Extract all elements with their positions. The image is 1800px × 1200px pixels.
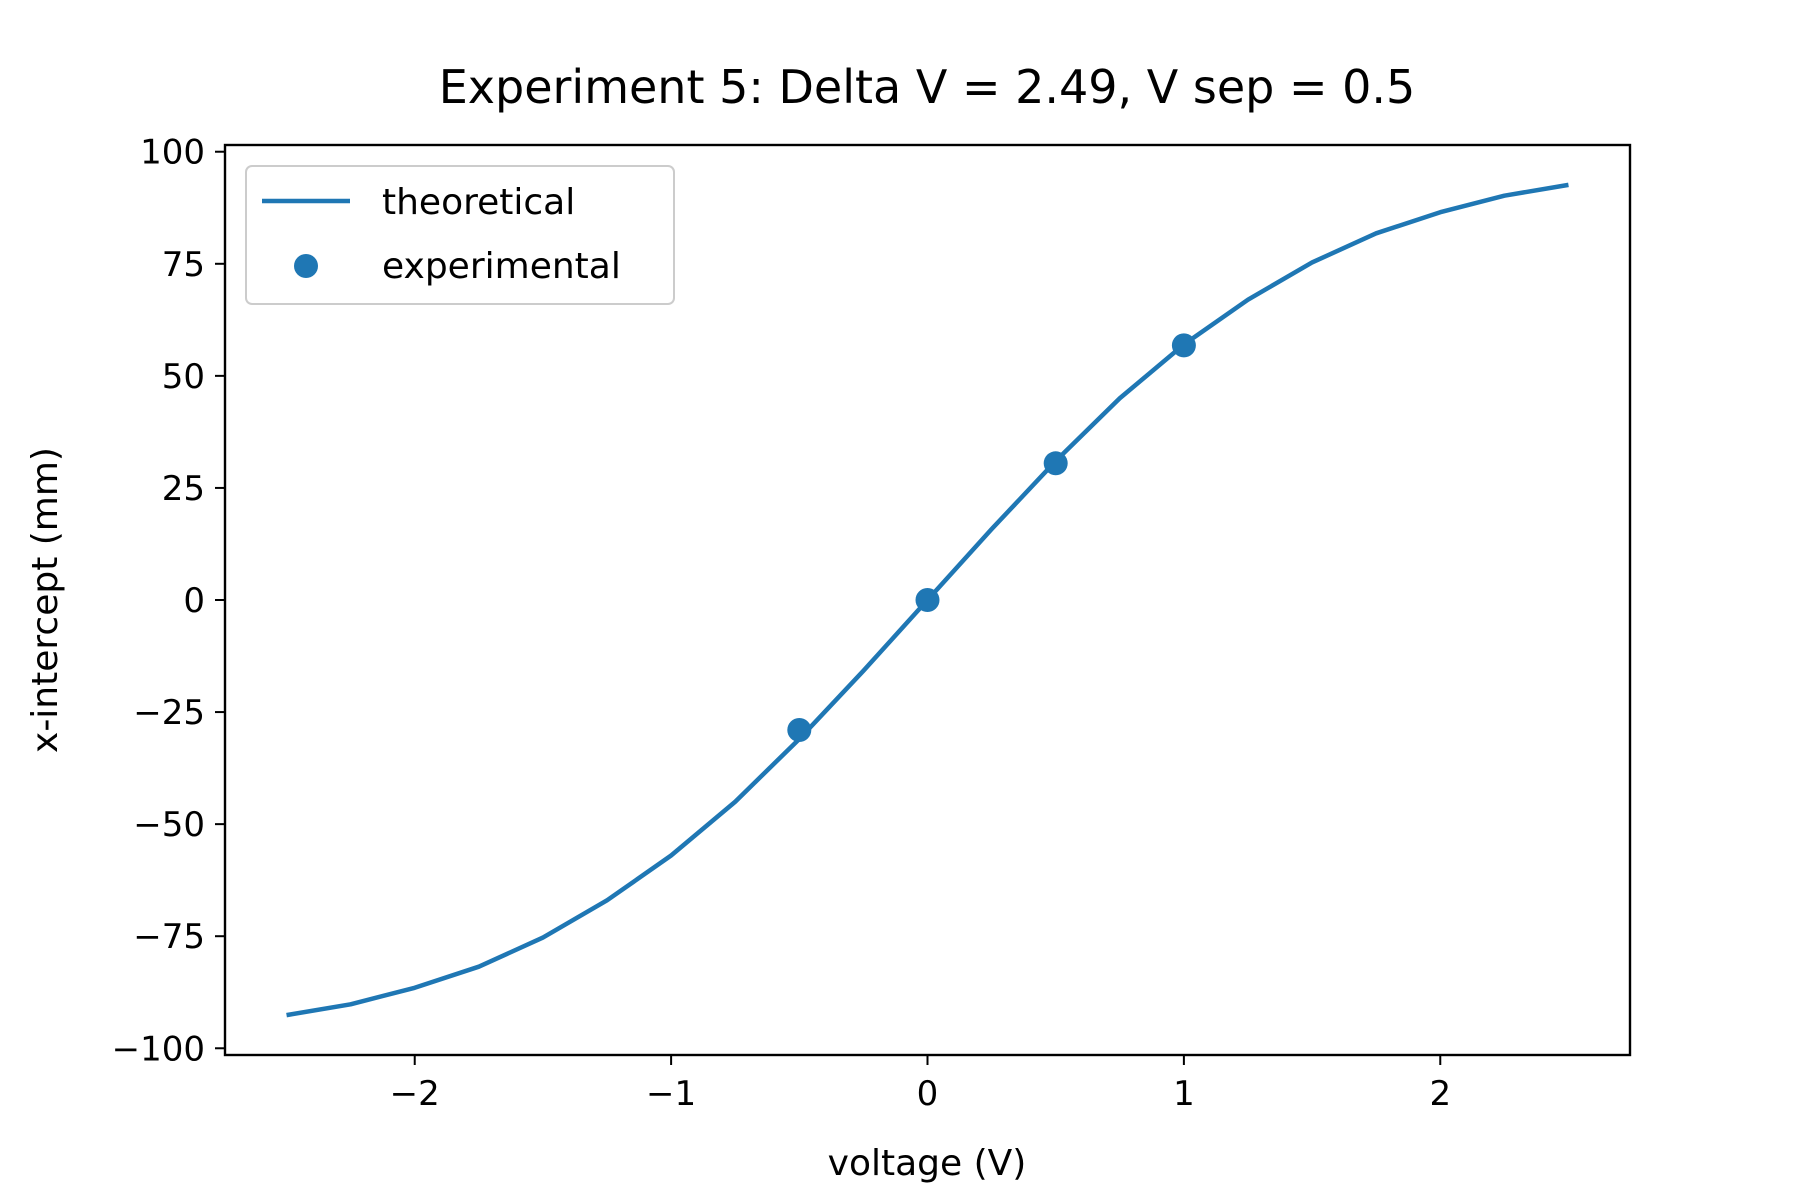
y-tick-label: −100	[112, 1029, 205, 1069]
legend-label-experimental: experimental	[382, 246, 621, 287]
legend-label-theoretical: theoretical	[382, 182, 575, 223]
scatter-point-experimental	[1043, 451, 1068, 476]
y-tick-label: −50	[133, 805, 205, 845]
y-tick-label: 50	[162, 357, 205, 397]
y-axis: −100 −75 −50 −25 0 25 50 75 100	[112, 133, 225, 1069]
scatter-point-experimental	[915, 588, 940, 612]
scatter-point-experimental	[1171, 333, 1196, 358]
y-tick-label: 25	[162, 469, 205, 509]
x-tick-label: 2	[1429, 1074, 1451, 1114]
x-axis-label: voltage (V)	[828, 1143, 1027, 1184]
y-tick-label: −75	[133, 917, 205, 957]
x-tick-label: −2	[390, 1074, 440, 1114]
x-tick-label: −1	[646, 1074, 696, 1114]
y-tick-label: 0	[183, 581, 205, 621]
legend-dot-marker	[294, 254, 318, 278]
scatter-point-experimental	[787, 718, 812, 742]
y-tick-label: 100	[140, 133, 205, 173]
x-tick-label: 1	[1173, 1074, 1195, 1114]
x-tick-label: 0	[917, 1074, 939, 1114]
y-tick-label: 75	[162, 245, 205, 285]
y-tick-label: −25	[133, 693, 205, 733]
chart-title: Experiment 5: Delta V = 2.49, V sep = 0.…	[439, 60, 1416, 114]
y-axis-label: x-intercept (mm)	[25, 447, 66, 753]
series-layer	[286, 182, 1569, 1018]
legend-box	[245, 165, 675, 305]
legend: theoretical experimental	[245, 165, 675, 305]
x-axis: −2 −1 0 1 2	[390, 1055, 1451, 1114]
